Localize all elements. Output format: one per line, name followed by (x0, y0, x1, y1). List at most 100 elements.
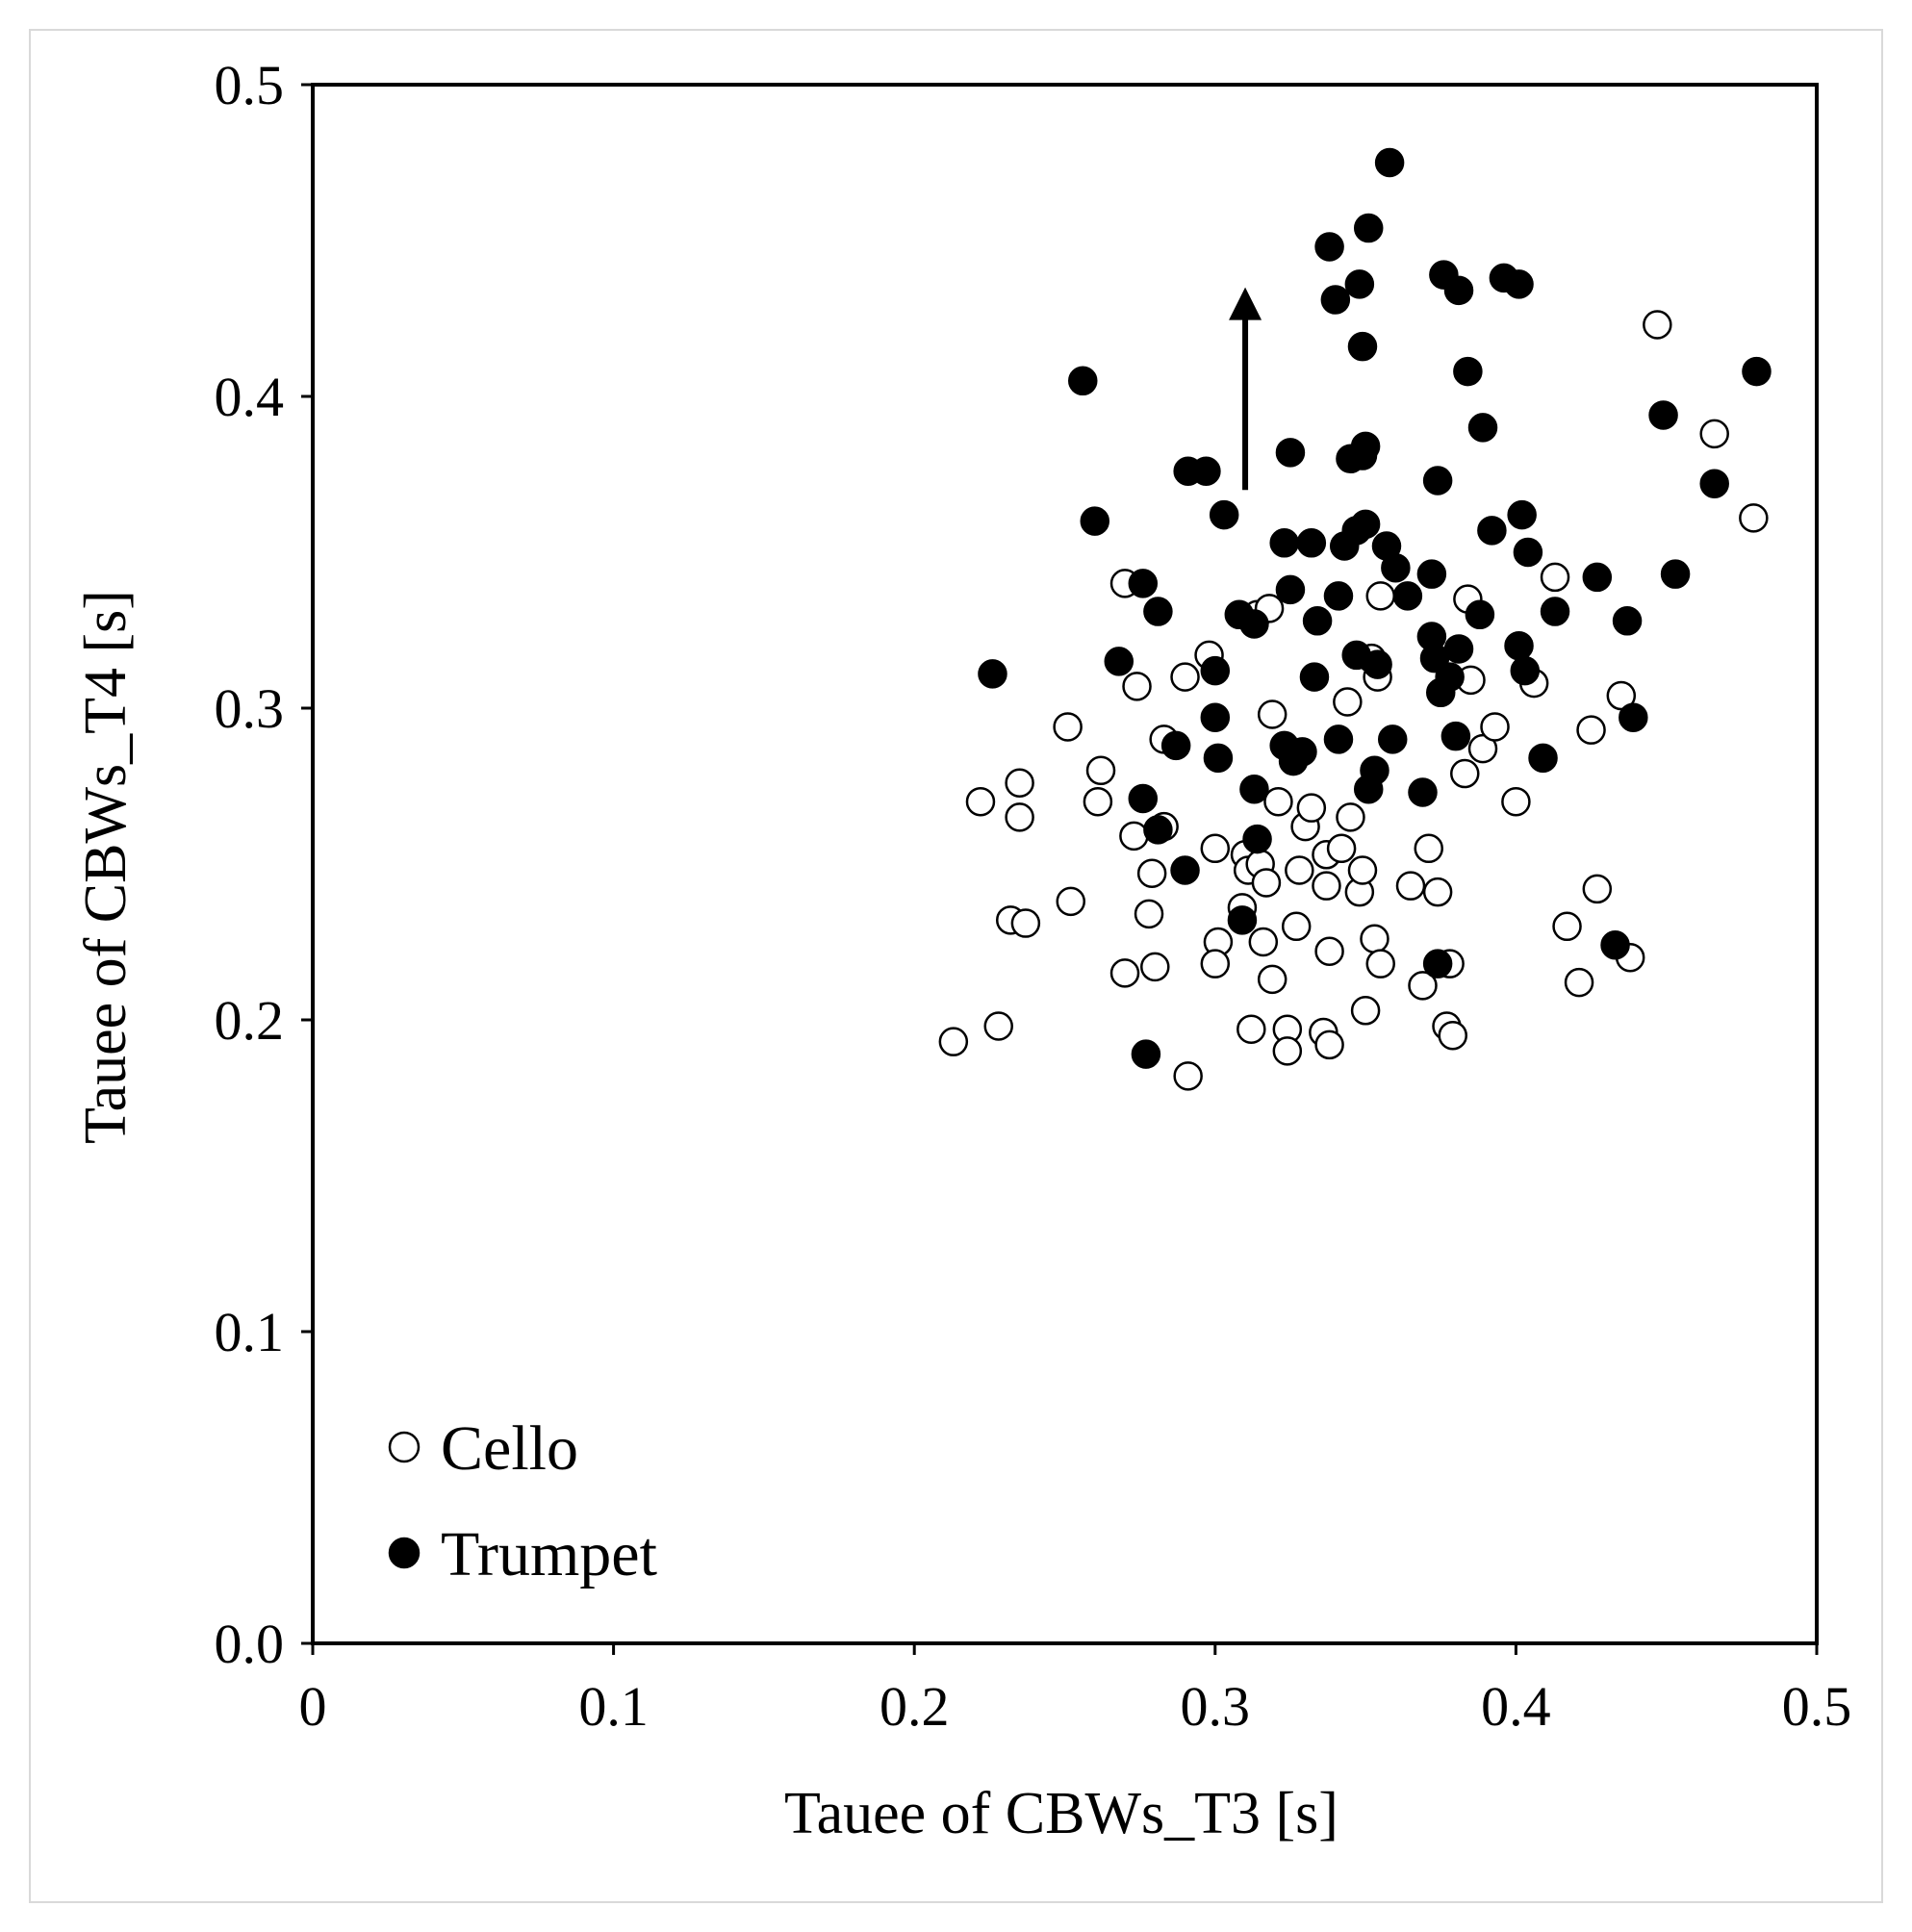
trumpet-point (1612, 606, 1643, 636)
trumpet-point (1600, 929, 1630, 960)
trumpet-point (1287, 737, 1317, 767)
cello-point (1056, 886, 1086, 917)
cello-point (1312, 871, 1341, 901)
cello-point (1438, 1020, 1468, 1051)
trumpet-point (1160, 730, 1191, 761)
legend-label-trumpet: Trumpet (441, 1519, 657, 1589)
cello-point (1173, 1061, 1203, 1091)
trumpet-point (1453, 356, 1483, 387)
trumpet-point (1350, 509, 1381, 540)
axes: 0 0.1 0.2 0.3 0.4 0.5 0.0 0.1 0.2 0.3 0.4 0.5 (215, 54, 1852, 1738)
trumpet-point (1131, 1039, 1161, 1069)
cello-point (1326, 833, 1357, 864)
data-points (938, 147, 1772, 1091)
cello-point (1360, 924, 1389, 954)
trumpet-point (1374, 147, 1405, 178)
trumpet-point (1513, 537, 1543, 568)
trumpet-point (1504, 269, 1534, 299)
trumpet-point (1422, 466, 1453, 496)
cello-point (1450, 758, 1480, 789)
trumpet-point (1299, 662, 1330, 692)
cello-point (1365, 949, 1395, 979)
trumpet-point (1209, 499, 1239, 530)
cello-point (1200, 949, 1231, 979)
trumpet-point (1360, 755, 1389, 786)
trumpet-point (1699, 469, 1729, 498)
trumpet-point (1191, 456, 1221, 487)
x-tick-label: 0.3 (1181, 1675, 1251, 1738)
trumpet-point (1540, 597, 1570, 626)
cello-point (1122, 672, 1152, 701)
cello-point (1643, 310, 1672, 340)
cello-point (1251, 868, 1282, 898)
trumpet-point (1344, 269, 1375, 299)
annotation (1229, 287, 1262, 491)
cello-point (1053, 712, 1083, 742)
trumpet-point (1742, 356, 1772, 387)
trumpet-point (1440, 721, 1471, 751)
cello-point (1248, 927, 1279, 957)
cello-point (1314, 1030, 1344, 1060)
legend-marker-cello (388, 1431, 421, 1463)
cello-point (1564, 967, 1594, 998)
trumpet-point (1128, 783, 1159, 814)
cello-point (1285, 855, 1314, 885)
cello-point (965, 786, 996, 817)
cello-point (983, 1011, 1013, 1041)
cello-point (1257, 699, 1287, 729)
plot-area (311, 83, 1819, 1645)
cello-point (1134, 899, 1164, 929)
trumpet-point (1323, 581, 1354, 611)
cello-point (1408, 971, 1438, 1001)
trumpet-point (1227, 905, 1258, 935)
cello-point (1263, 786, 1293, 817)
cello-point (1552, 911, 1582, 942)
trumpet-point (1143, 815, 1173, 845)
trumpet-point (1275, 438, 1306, 468)
cello-point (1119, 821, 1149, 852)
trumpet-point (1381, 552, 1411, 583)
trumpet-point (1323, 724, 1354, 754)
trumpet-point (1080, 506, 1110, 536)
cello-point (1200, 833, 1231, 864)
cello-point (1336, 802, 1365, 832)
legend-marker-trumpet (388, 1537, 421, 1569)
cello-point (938, 1027, 969, 1056)
cello-point (1480, 712, 1510, 742)
trumpet-point (1435, 662, 1465, 692)
cello-point (1699, 419, 1729, 449)
trumpet-point (1269, 528, 1299, 558)
trumpet-point (1170, 855, 1200, 885)
cello-point (1540, 562, 1570, 593)
x-tick-label: 0.1 (578, 1675, 649, 1738)
trumpet-point (1200, 655, 1231, 686)
cello-point (1414, 833, 1443, 864)
plot-border (311, 83, 1819, 1645)
x-tick-label: 0.2 (880, 1675, 950, 1738)
x-tick-label: 0.5 (1782, 1675, 1852, 1738)
x-tick-label: 0.4 (1481, 1675, 1551, 1738)
trumpet-point (1350, 431, 1381, 462)
figure-frame (29, 29, 1883, 1903)
trumpet-point (1104, 647, 1134, 676)
cello-point (1005, 768, 1034, 799)
y-tick-label: 0.1 (215, 1301, 285, 1363)
trumpet-point (1660, 559, 1691, 589)
cello-point (1395, 871, 1426, 901)
x-axis-title: Tauee of CBWs_T3 [s] (784, 1781, 1338, 1846)
y-tick-label: 0.5 (215, 54, 285, 116)
y-tick-label: 0.0 (215, 1613, 285, 1675)
trumpet-point (1353, 213, 1384, 243)
cello-point (1257, 964, 1287, 995)
cello-point (1582, 874, 1613, 904)
cello-point (1422, 877, 1453, 907)
y-tick-label: 0.4 (215, 366, 285, 428)
cello-point (1350, 996, 1381, 1026)
cello-point (1272, 1036, 1303, 1066)
y-axis-title: Tauee of CBWs_T4 [s] (73, 590, 139, 1144)
trumpet-point (1275, 574, 1306, 605)
trumpet-point (1296, 528, 1327, 558)
trumpet-point (1443, 275, 1474, 306)
cello-point (1333, 687, 1363, 717)
